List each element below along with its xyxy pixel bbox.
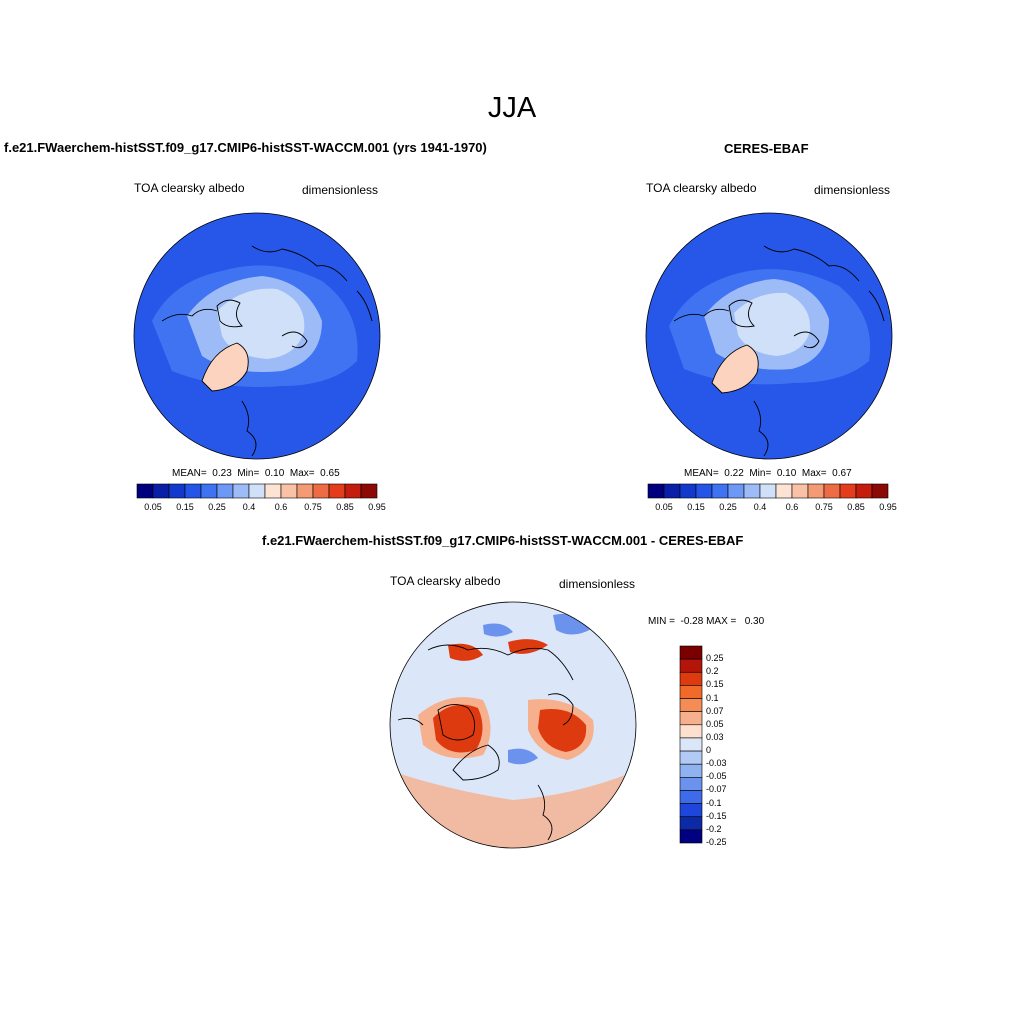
model-colorbar-tick-label: 0.05: [144, 502, 162, 512]
page-title: JJA: [487, 92, 537, 124]
diff-colorbar-box: [679, 685, 703, 699]
obs-colorbar-ticks: 0.05 0.15 0.25 0.4 0.6 0.75 0.85 0.95: [648, 502, 897, 514]
diff-colorbar-tick-label: 0.07: [706, 705, 724, 716]
diff-colorbar-box: [679, 737, 703, 752]
obs-polar-map: [645, 212, 893, 460]
obs-panel-title: CERES-EBAF: [724, 141, 809, 156]
obs-colorbar-box: [695, 483, 713, 499]
obs-colorbar-box: [775, 483, 793, 499]
obs-colorbar-box: [807, 483, 825, 499]
diff-colorbar-box: [679, 711, 703, 726]
diff-colorbar-tick-label: 0.03: [706, 731, 724, 742]
diff-colorbar-box: [679, 724, 703, 739]
obs-colorbar-tick-label: 0.25: [719, 502, 737, 512]
obs-units-label: dimensionless: [814, 183, 891, 197]
diff-colorbar-tick-label: -0.15: [706, 810, 727, 821]
diff-polar-map: [389, 601, 637, 849]
model-colorbar-box: [296, 483, 314, 499]
model-colorbar-box: [248, 483, 266, 499]
obs-colorbar-box: [759, 483, 777, 499]
obs-colorbar-box: [791, 483, 809, 499]
obs-colorbar-box: [823, 483, 841, 499]
diff-minmax: MIN = -0.28 MAX = 0.30: [648, 616, 765, 627]
obs-colorbar-tick-label: 0.15: [687, 502, 705, 512]
obs-colorbar-box: [679, 483, 697, 499]
model-polar-map: [133, 212, 381, 460]
model-variable-label: TOA clearsky albedo: [134, 181, 245, 195]
diff-colorbar-box: [679, 777, 703, 791]
diff-colorbar-box: [679, 790, 703, 804]
model-colorbar-tick-label: 0.25: [208, 502, 226, 512]
diff-variable-label: TOA clearsky albedo: [390, 574, 501, 588]
model-colorbar-box: [360, 483, 378, 499]
model-colorbar: [136, 483, 378, 499]
diff-colorbar-tick-label: 0.15: [706, 679, 724, 690]
diff-colorbar-tick-label: -0.03: [706, 758, 727, 769]
obs-colorbar-box: [647, 483, 665, 499]
diff-colorbar-box: [679, 829, 703, 844]
obs-variable-label: TOA clearsky albedo: [646, 181, 757, 195]
model-stats: MEAN= 0.23 Min= 0.10 Max= 0.65: [172, 468, 340, 479]
model-colorbar-tick-label: 0.85: [336, 502, 354, 512]
model-colorbar-box: [264, 483, 282, 499]
diff-colorbar-box: [679, 816, 703, 831]
model-colorbar-tick-label: 0.95: [368, 502, 386, 512]
diff-colorbar-box: [679, 698, 703, 712]
obs-colorbar-box: [871, 483, 889, 499]
diff-colorbar-tick-label: -0.1: [706, 797, 722, 808]
obs-colorbar-tick-label: 0.4: [753, 502, 767, 512]
model-colorbar-box: [184, 483, 202, 499]
model-colorbar-box: [280, 483, 298, 499]
obs-colorbar: [647, 483, 889, 499]
diff-colorbar-tick-label: 0.2: [706, 666, 719, 677]
model-colorbar-box: [328, 483, 346, 499]
obs-colorbar-box: [711, 483, 729, 499]
obs-colorbar-tick-label: 0.85: [847, 502, 865, 512]
model-colorbar-box: [168, 483, 186, 499]
diff-colorbar-box: [679, 803, 703, 818]
diff-colorbar-box: [679, 658, 703, 673]
model-colorbar-box: [216, 483, 234, 499]
model-colorbar-box: [152, 483, 170, 499]
model-units-label: dimensionless: [302, 183, 379, 197]
obs-colorbar-box: [743, 483, 761, 499]
model-colorbar-box: [312, 483, 330, 499]
model-colorbar-ticks: 0.05 0.15 0.25 0.4 0.6 0.75 0.85 0.95: [137, 502, 386, 514]
diff-colorbar: [679, 645, 703, 844]
diff-colorbar-box: [679, 671, 703, 686]
model-colorbar-box: [232, 483, 250, 499]
model-colorbar-box: [136, 483, 154, 499]
diff-colorbar-tick-label: 0.25: [706, 653, 724, 664]
diff-colorbar-box: [679, 750, 703, 765]
diff-colorbar-tick-label: 0.1: [706, 692, 719, 703]
obs-colorbar-tick-label: 0.6: [785, 502, 799, 512]
obs-colorbar-tick-label: 0.05: [655, 502, 673, 512]
diff-colorbar-box: [679, 763, 703, 778]
obs-colorbar-tick-label: 0.75: [815, 502, 833, 512]
model-panel-title: f.e21.FWaerchem-histSST.f09_g17.CMIP6-hi…: [4, 140, 487, 155]
obs-colorbar-tick-label: 0.95: [879, 502, 897, 512]
diff-colorbar-tick-label: -0.05: [706, 771, 727, 782]
diff-colorbar-tick-label: 0: [706, 745, 712, 756]
diff-panel-title: f.e21.FWaerchem-histSST.f09_g17.CMIP6-hi…: [262, 533, 744, 548]
model-colorbar-tick-label: 0.15: [176, 502, 194, 512]
model-colorbar-box: [200, 483, 218, 499]
model-colorbar-tick-label: 0.4: [242, 502, 256, 512]
obs-colorbar-box: [855, 483, 873, 499]
obs-stats: MEAN= 0.22 Min= 0.10 Max= 0.67: [684, 468, 852, 479]
model-colorbar-box: [344, 483, 362, 499]
obs-colorbar-box: [663, 483, 681, 499]
obs-colorbar-box: [839, 483, 857, 499]
diff-colorbar-tick-label: -0.07: [706, 784, 727, 795]
obs-colorbar-box: [727, 483, 745, 499]
diff-colorbar-tick-label: 0.05: [706, 718, 724, 729]
model-colorbar-tick-label: 0.75: [304, 502, 322, 512]
diff-colorbar-tick-label: -0.25: [706, 837, 727, 847]
model-colorbar-tick-label: 0.6: [274, 502, 288, 512]
diff-colorbar-box: [679, 645, 703, 660]
diff-colorbar-tick-label: -0.2: [706, 823, 722, 834]
diff-units-label: dimensionless: [559, 577, 636, 591]
diff-colorbar-ticks: 0.25 0.2 0.15 0.1 0.07 0.05 0.03 0 -0.03 -0.05 -0.…: [706, 646, 746, 847]
